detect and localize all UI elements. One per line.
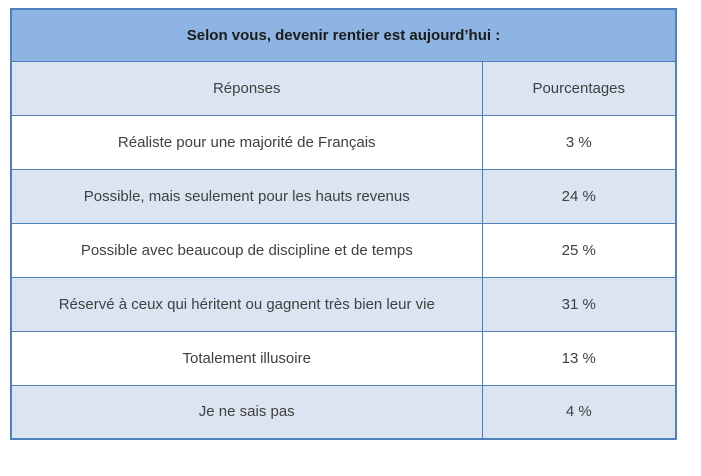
answer-cell: Réservé à ceux qui héritent ou gagnent t… <box>10 276 483 332</box>
table-title: Selon vous, devenir rentier est aujourd’… <box>10 8 677 62</box>
percentage-cell: 3 % <box>481 114 677 170</box>
answer-cell: Possible avec beaucoup de discipline et … <box>10 222 483 278</box>
percentage-cell: 4 % <box>481 384 677 440</box>
answer-cell: Réaliste pour une majorité de Français <box>10 114 483 170</box>
table-row: Possible avec beaucoup de discipline et … <box>10 222 677 278</box>
answer-cell: Je ne sais pas <box>10 384 483 440</box>
survey-results-table: Selon vous, devenir rentier est aujourd’… <box>10 8 677 440</box>
table-row: Je ne sais pas 4 % <box>10 384 677 440</box>
percentage-cell: 24 % <box>481 168 677 224</box>
table-title-row: Selon vous, devenir rentier est aujourd’… <box>10 8 677 62</box>
answer-cell: Totalement illusoire <box>10 330 483 386</box>
column-header-reponses: Réponses <box>10 60 483 116</box>
answer-cell: Possible, mais seulement pour les hauts … <box>10 168 483 224</box>
percentage-cell: 31 % <box>481 276 677 332</box>
table-row: Réaliste pour une majorité de Français 3… <box>10 114 677 170</box>
table-row: Totalement illusoire 13 % <box>10 330 677 386</box>
table-row: Possible, mais seulement pour les hauts … <box>10 168 677 224</box>
table-row: Réservé à ceux qui héritent ou gagnent t… <box>10 276 677 332</box>
percentage-cell: 13 % <box>481 330 677 386</box>
table-column-header-row: Réponses Pourcentages <box>10 60 677 116</box>
percentage-cell: 25 % <box>481 222 677 278</box>
column-header-pourcentages: Pourcentages <box>481 60 677 116</box>
